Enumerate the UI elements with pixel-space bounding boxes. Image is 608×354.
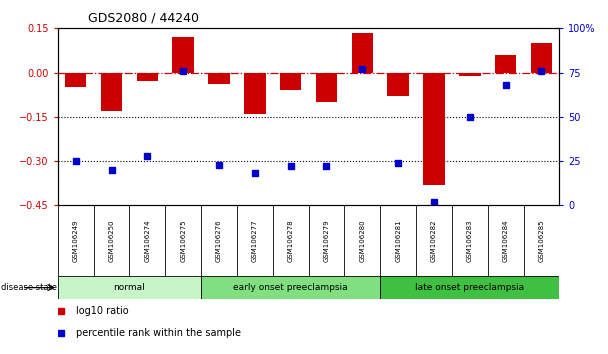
Text: GSM106279: GSM106279 (323, 219, 330, 262)
Text: late onset preeclampsia: late onset preeclampsia (415, 283, 524, 292)
Bar (380, 276, 559, 299)
Text: percentile rank within the sample: percentile rank within the sample (76, 328, 241, 338)
Bar (459, 73, 480, 75)
Text: GSM106280: GSM106280 (359, 219, 365, 262)
Bar (65, 73, 86, 87)
Text: GSM106277: GSM106277 (252, 219, 258, 262)
Text: GSM106282: GSM106282 (431, 219, 437, 262)
Text: GSM106281: GSM106281 (395, 219, 401, 262)
Bar (58, 276, 201, 299)
Text: log10 ratio: log10 ratio (76, 306, 128, 316)
Bar (244, 73, 266, 114)
Text: GSM106276: GSM106276 (216, 219, 222, 262)
Bar (531, 43, 552, 73)
Text: GSM106278: GSM106278 (288, 219, 294, 262)
Bar (495, 55, 516, 73)
Text: GSM106274: GSM106274 (144, 219, 150, 262)
Text: disease state: disease state (1, 283, 57, 292)
Bar (101, 73, 122, 111)
Bar (137, 73, 158, 81)
Text: GDS2080 / 44240: GDS2080 / 44240 (88, 12, 199, 25)
Bar (387, 73, 409, 96)
Text: GSM106250: GSM106250 (108, 219, 114, 262)
Text: GSM106275: GSM106275 (180, 219, 186, 262)
Text: GSM106284: GSM106284 (503, 219, 509, 262)
Bar (201, 276, 380, 299)
Bar (173, 37, 194, 73)
Bar (316, 73, 337, 102)
Bar (351, 33, 373, 73)
Text: GSM106285: GSM106285 (539, 219, 544, 262)
Bar (423, 73, 444, 185)
Text: GSM106249: GSM106249 (73, 219, 78, 262)
Text: early onset preeclampsia: early onset preeclampsia (233, 283, 348, 292)
Text: GSM106283: GSM106283 (467, 219, 473, 262)
Bar (280, 73, 302, 90)
Bar (208, 73, 230, 84)
Text: normal: normal (114, 283, 145, 292)
